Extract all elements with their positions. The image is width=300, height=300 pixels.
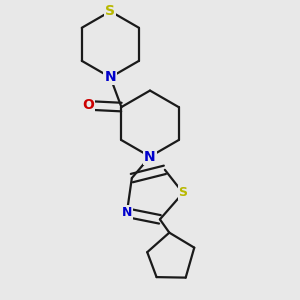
Text: N: N (105, 70, 116, 84)
Text: N: N (144, 150, 156, 164)
Text: N: N (122, 206, 132, 219)
Text: S: S (105, 4, 116, 18)
Text: S: S (178, 186, 188, 200)
Text: O: O (82, 98, 94, 112)
